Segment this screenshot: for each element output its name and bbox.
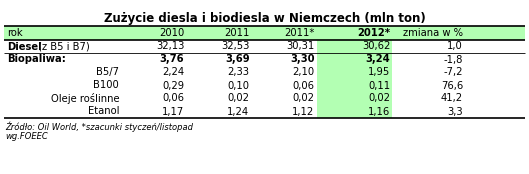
Text: 3,69: 3,69 [225, 54, 250, 65]
Text: zmiana w %: zmiana w % [403, 28, 463, 38]
Text: 41,2: 41,2 [441, 93, 463, 104]
Text: B100: B100 [94, 81, 119, 90]
Text: 1,12: 1,12 [293, 106, 315, 117]
Text: 32,53: 32,53 [221, 42, 250, 52]
Text: 30,31: 30,31 [286, 42, 315, 52]
Text: 32,13: 32,13 [156, 42, 184, 52]
Text: 2,10: 2,10 [293, 68, 315, 77]
Text: 0,06: 0,06 [162, 93, 184, 104]
Bar [4, 26, 525, 40]
Text: 0,02: 0,02 [368, 93, 390, 104]
Text: 0,10: 0,10 [227, 81, 250, 90]
Text: rok: rok [7, 28, 23, 38]
Text: 3,76: 3,76 [160, 54, 184, 65]
Text: 0,02: 0,02 [293, 93, 315, 104]
Text: 0,06: 0,06 [293, 81, 315, 90]
Text: wg.FOEEC: wg.FOEEC [5, 132, 48, 141]
Text: Biopaliwa:: Biopaliwa: [7, 54, 66, 65]
Text: 2011*: 2011* [284, 28, 315, 38]
Text: 0,11: 0,11 [368, 81, 390, 90]
Text: -1,8: -1,8 [444, 54, 463, 65]
Text: 0,02: 0,02 [227, 93, 250, 104]
Text: 2,33: 2,33 [227, 68, 250, 77]
Text: 2011: 2011 [224, 28, 250, 38]
Text: Źródło: Oil World, *szacunki styczeń/listopad: Źródło: Oil World, *szacunki styczeń/lis… [5, 122, 193, 132]
Text: 1,17: 1,17 [162, 106, 184, 117]
Text: Zużycie diesla i biodiesla w Niemczech (mln ton): Zużycie diesla i biodiesla w Niemczech (… [104, 12, 425, 25]
Text: 1,16: 1,16 [368, 106, 390, 117]
Text: -7,2: -7,2 [444, 68, 463, 77]
Text: 1,0: 1,0 [448, 42, 463, 52]
Text: Diesel: Diesel [7, 42, 42, 52]
Text: 3,24: 3,24 [366, 54, 390, 65]
Text: B5/7: B5/7 [96, 68, 119, 77]
Text: 2,24: 2,24 [162, 68, 184, 77]
Text: 1,95: 1,95 [368, 68, 390, 77]
Text: 76,6: 76,6 [441, 81, 463, 90]
Text: 2012*: 2012* [357, 28, 390, 38]
Text: Oleje roślinne: Oleje roślinne [51, 93, 119, 104]
Bar [316, 40, 392, 118]
Text: 3,3: 3,3 [448, 106, 463, 117]
Text: 1,24: 1,24 [227, 106, 250, 117]
Text: 3,30: 3,30 [290, 54, 315, 65]
Text: Etanol: Etanol [88, 106, 119, 117]
Text: 2010: 2010 [159, 28, 184, 38]
Text: 30,62: 30,62 [362, 42, 390, 52]
Text: 0,29: 0,29 [162, 81, 184, 90]
Text: (z B5 i B7): (z B5 i B7) [35, 42, 90, 52]
